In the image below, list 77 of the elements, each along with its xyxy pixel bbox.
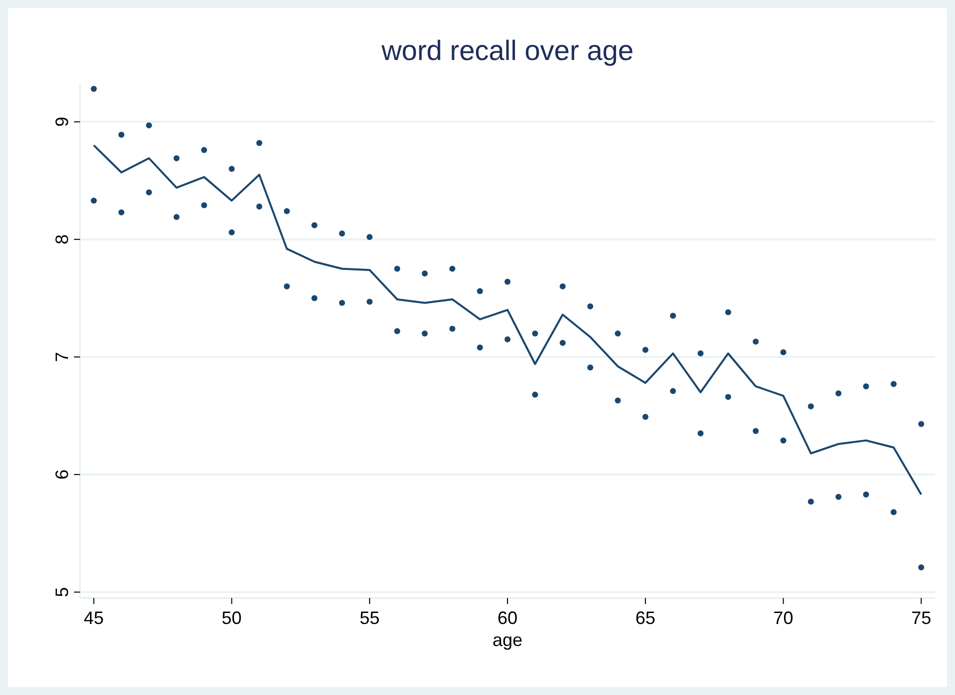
point — [201, 147, 208, 154]
point — [587, 303, 594, 310]
y-tick-label: 8 — [52, 234, 72, 244]
point — [642, 346, 648, 353]
point — [698, 430, 704, 436]
point — [642, 414, 648, 420]
point — [366, 298, 373, 305]
point — [422, 330, 428, 336]
x-tick-label: 70 — [773, 608, 794, 628]
point — [725, 309, 732, 316]
x-tick-label: 45 — [84, 608, 104, 628]
point — [90, 86, 97, 92]
point — [780, 349, 786, 356]
point — [228, 229, 235, 236]
point — [808, 403, 814, 410]
point — [560, 340, 566, 346]
point — [256, 203, 262, 210]
point — [422, 270, 428, 276]
y-tick-label: 7 — [52, 352, 72, 362]
point — [394, 266, 400, 272]
point — [835, 494, 842, 500]
point — [449, 326, 456, 332]
point — [339, 230, 346, 236]
point — [808, 498, 814, 505]
point — [614, 397, 621, 404]
point — [587, 364, 594, 371]
point — [614, 330, 621, 336]
point — [752, 428, 759, 434]
point — [284, 283, 290, 290]
point — [366, 234, 373, 240]
x-tick-label: 65 — [635, 608, 656, 628]
point — [174, 214, 180, 220]
y-tick-label: 6 — [52, 470, 72, 480]
point — [532, 330, 538, 336]
point — [449, 266, 456, 272]
line-series — [92, 144, 922, 496]
point — [394, 328, 400, 334]
point — [118, 132, 124, 138]
point — [339, 300, 346, 306]
point — [284, 208, 290, 214]
point — [504, 336, 510, 342]
x-axis-title: age — [492, 630, 523, 650]
point — [201, 202, 208, 208]
point — [532, 392, 538, 398]
x-tick-label: 75 — [911, 608, 932, 628]
point — [890, 381, 897, 388]
x-tick-label: 55 — [360, 608, 380, 628]
point — [670, 312, 676, 319]
point — [476, 288, 483, 294]
point — [311, 295, 318, 302]
point — [146, 122, 152, 128]
point — [698, 350, 704, 356]
point — [890, 509, 897, 516]
point — [863, 383, 870, 390]
y-tick-label: 5 — [52, 587, 72, 598]
point — [780, 437, 786, 444]
point — [476, 344, 483, 351]
point — [670, 388, 676, 394]
y-tick-label: 9 — [52, 116, 72, 127]
point — [863, 492, 870, 498]
x-tick-label: 50 — [222, 608, 242, 628]
point — [90, 198, 97, 204]
x-tick-label: 60 — [497, 608, 518, 628]
chart-title: word recall over age — [380, 35, 634, 66]
point — [311, 222, 318, 228]
point — [146, 189, 152, 196]
point — [918, 420, 924, 427]
point — [560, 283, 566, 290]
point — [725, 394, 732, 400]
point — [256, 140, 262, 146]
point — [228, 166, 235, 172]
point — [504, 278, 510, 285]
point — [752, 338, 759, 345]
point — [118, 209, 124, 216]
point — [174, 155, 180, 162]
point — [918, 564, 924, 570]
point — [835, 390, 842, 396]
